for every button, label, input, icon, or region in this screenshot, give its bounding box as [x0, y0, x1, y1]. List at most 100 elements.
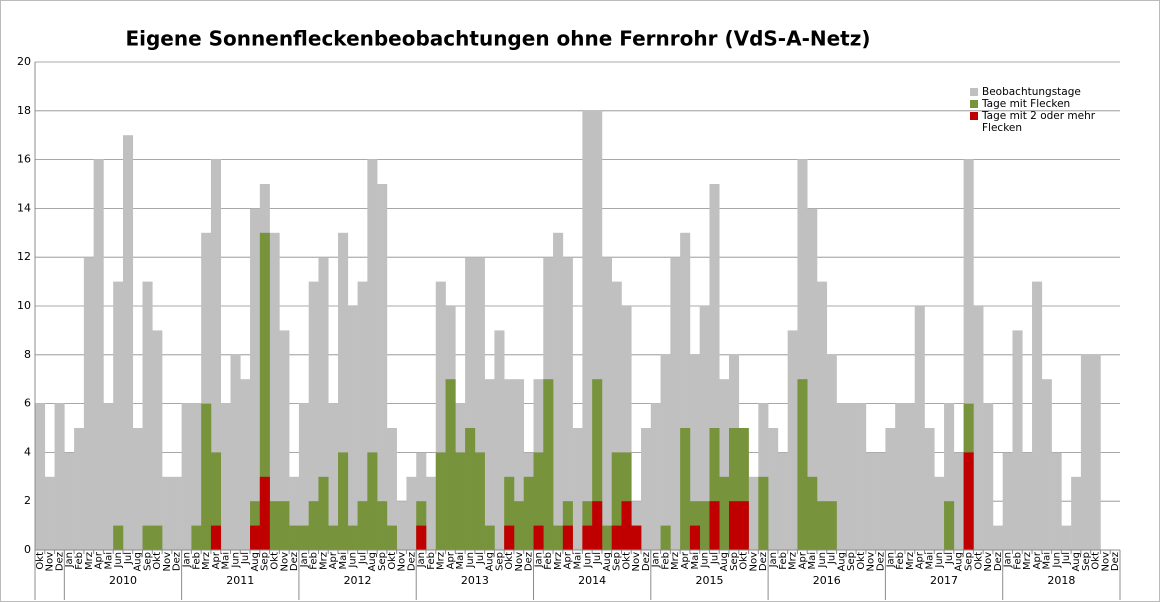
bar — [553, 232, 564, 551]
x-tick-label: Jul — [240, 552, 251, 565]
bar — [122, 135, 134, 550]
bar — [856, 403, 867, 550]
bar — [650, 403, 661, 550]
x-tick-label: Jan — [299, 552, 310, 568]
bar — [513, 501, 525, 550]
x-tick-label: Feb — [895, 552, 906, 570]
bar — [1080, 354, 1091, 550]
bar — [660, 354, 671, 550]
x-tick-label: Apr — [1032, 551, 1043, 569]
bar — [1041, 379, 1052, 550]
bar — [836, 403, 847, 550]
bar — [601, 257, 613, 550]
x-tick-label: Apr — [563, 551, 574, 569]
x-tick-label: Dez — [54, 552, 65, 571]
x-tick-label: Feb — [543, 552, 554, 570]
y-tick-label: 2 — [24, 494, 31, 507]
x-tick-label: Sep — [729, 552, 740, 571]
x-tick-label: Jun — [700, 552, 711, 569]
x-tick-label: Sep — [494, 552, 505, 571]
bar — [562, 525, 573, 550]
x-tick-label: Nov — [748, 552, 759, 572]
bar — [963, 452, 974, 550]
x-tick-label: Mai — [338, 552, 349, 570]
bar — [210, 525, 222, 550]
bar — [963, 159, 974, 550]
x-tick-label: Dez — [1110, 552, 1121, 571]
bar — [367, 159, 378, 550]
bar — [953, 452, 964, 550]
bar — [914, 306, 925, 550]
bar — [1012, 330, 1023, 550]
bar — [592, 110, 603, 551]
bar — [973, 306, 984, 550]
x-tick-label: Aug — [250, 552, 261, 572]
x-tick-label: Okt — [973, 552, 984, 570]
bar — [435, 452, 446, 550]
x-tick-label: Mai — [103, 552, 114, 570]
x-tick-label: Aug — [719, 552, 730, 572]
y-tick-label: 10 — [17, 299, 31, 312]
x-tick-label: Okt — [269, 552, 280, 570]
bar — [338, 232, 349, 551]
bar — [142, 281, 153, 550]
x-tick-label: Okt — [621, 552, 632, 570]
x-tick-label: Nov — [514, 552, 525, 572]
chart-title: Eigene Sonnenfleckenbeobachtungen ohne F… — [125, 27, 870, 51]
bar — [269, 232, 280, 551]
bar — [572, 428, 583, 550]
x-tick-label: Apr — [445, 551, 456, 569]
bar — [386, 525, 397, 550]
bar — [250, 208, 261, 550]
bar — [1071, 476, 1082, 550]
year-label: 2011 — [226, 574, 254, 587]
x-tick-label: Aug — [485, 552, 496, 572]
bar — [484, 525, 495, 550]
legend: Beobachtungstage Tage mit Flecken Tage mit… — [970, 86, 1100, 134]
bar — [992, 525, 1004, 550]
bar — [826, 354, 837, 550]
bar — [230, 354, 241, 550]
bar — [768, 428, 779, 550]
bar — [934, 476, 945, 550]
year-label: 2013 — [461, 574, 489, 587]
bar — [298, 403, 309, 550]
bar — [377, 184, 388, 550]
bar — [396, 501, 407, 550]
bar — [220, 403, 231, 550]
bar — [191, 403, 202, 550]
bar — [328, 525, 339, 550]
bar — [592, 379, 603, 550]
x-tick-label: Nov — [397, 552, 408, 572]
y-tick-label: 4 — [24, 445, 31, 458]
bar — [416, 525, 427, 550]
bar — [826, 501, 837, 550]
bar — [289, 525, 300, 550]
bar — [738, 501, 749, 550]
y-tick-label: 14 — [17, 201, 31, 214]
bar — [484, 379, 495, 550]
x-tick-label: Aug — [1071, 552, 1082, 572]
bar — [289, 476, 300, 550]
bar — [35, 403, 46, 550]
x-tick-label: Jan — [533, 552, 544, 568]
year-label: 2012 — [344, 574, 372, 587]
bar — [944, 403, 955, 550]
year-label: 2017 — [930, 574, 958, 587]
bar — [504, 379, 515, 550]
bar — [494, 330, 505, 550]
bar — [64, 452, 75, 550]
bar — [641, 428, 652, 550]
x-tick-label: Jun — [934, 552, 945, 569]
bar — [308, 501, 319, 550]
x-tick-label: Nov — [279, 552, 290, 572]
bar — [318, 476, 329, 550]
bar — [474, 257, 485, 550]
bar — [729, 428, 740, 550]
x-tick-label: Dez — [641, 552, 652, 571]
bar — [191, 525, 202, 550]
x-tick-label: Sep — [846, 552, 857, 571]
bar — [709, 428, 720, 550]
x-tick-label: Mrz — [905, 552, 916, 570]
